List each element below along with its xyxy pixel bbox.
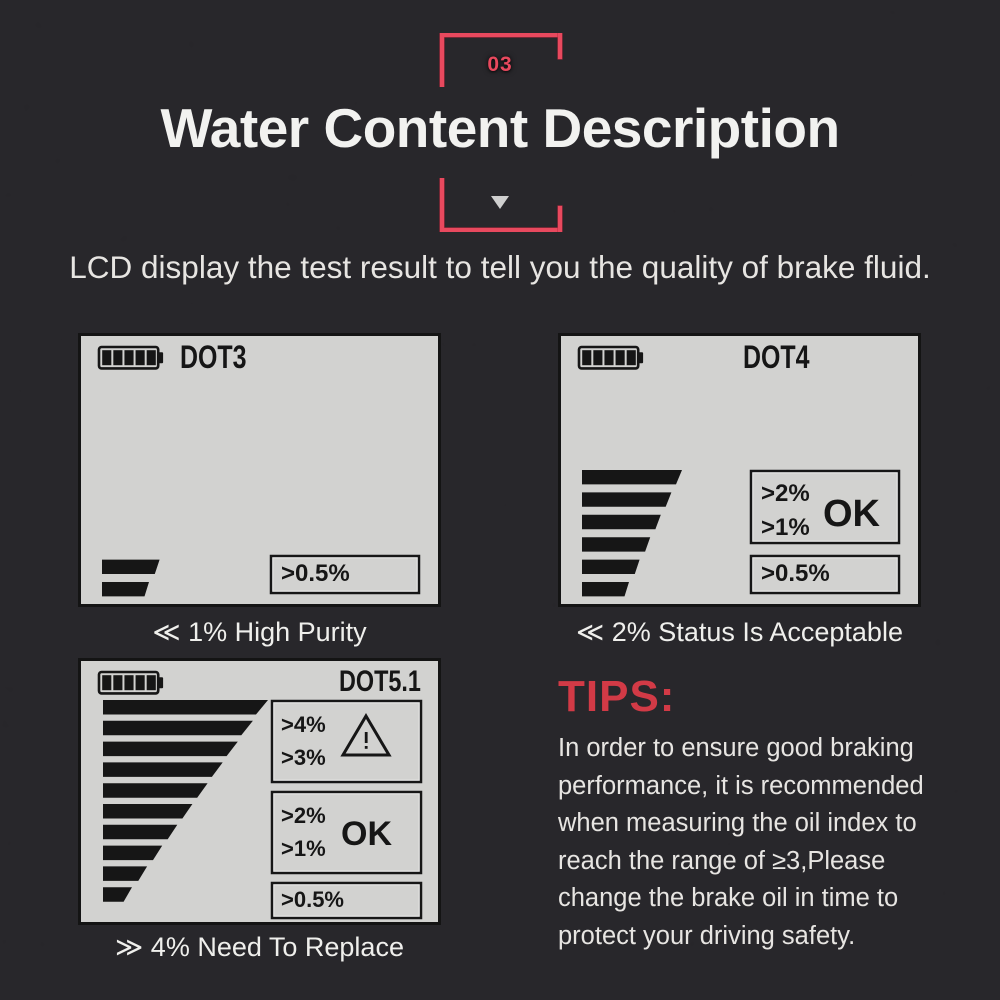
svg-text:>3%: >3% <box>281 745 326 770</box>
svg-text:DOT5.1: DOT5.1 <box>339 664 421 697</box>
svg-text:OK: OK <box>823 493 881 535</box>
svg-text:DOT4: DOT4 <box>743 340 810 376</box>
svg-text:DOT3: DOT3 <box>180 340 247 376</box>
svg-text:>1%: >1% <box>761 514 810 541</box>
svg-text:>4%: >4% <box>281 712 326 737</box>
svg-text:OK: OK <box>341 815 392 853</box>
svg-text:>0.5%: >0.5% <box>281 560 350 587</box>
svg-text:>2%: >2% <box>761 480 810 507</box>
svg-text:>2%: >2% <box>281 803 326 828</box>
svg-text:>1%: >1% <box>281 836 326 861</box>
svg-text:>0.5%: >0.5% <box>761 560 830 587</box>
svg-text:>0.5%: >0.5% <box>281 887 344 912</box>
